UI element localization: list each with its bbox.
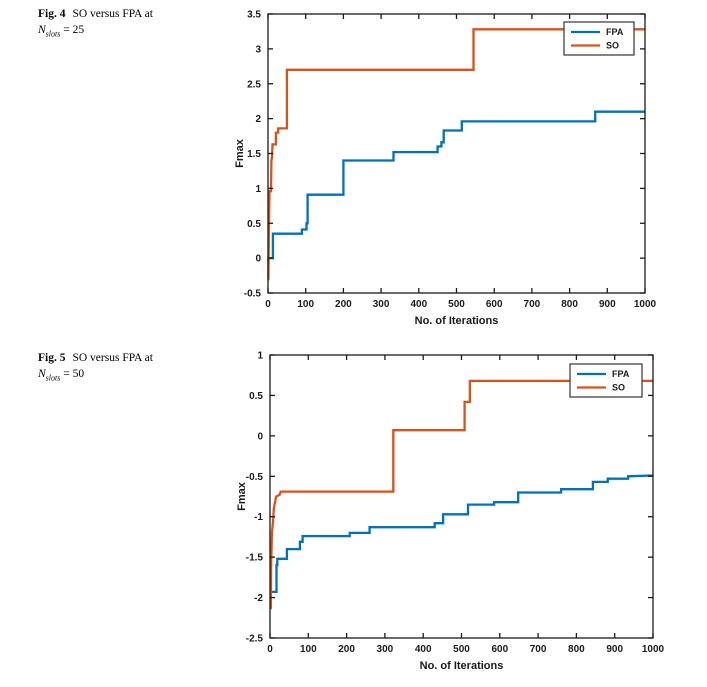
- x-tick-label: 1000: [634, 299, 657, 310]
- x-tick-label: 400: [415, 644, 432, 655]
- x-tick-label: 100: [297, 299, 314, 310]
- legend-fpa-label: FPA: [612, 369, 630, 379]
- x-tick-label: 700: [524, 299, 541, 310]
- y-tick-label: -0.5: [244, 289, 262, 300]
- y-axis-label: Fmax: [236, 481, 248, 511]
- y-tick-label: -1: [254, 512, 263, 523]
- y-tick-label: 3: [255, 44, 261, 55]
- y-tick-label: 3.5: [247, 10, 261, 21]
- legend-so-label: SO: [612, 383, 625, 393]
- fig5-caption-title: SO versus FPA at: [72, 352, 153, 364]
- y-tick-label: 0: [257, 431, 263, 442]
- series-so-line: [267, 28, 645, 281]
- y-tick-label: 1: [255, 184, 261, 195]
- y-tick-label: 1: [257, 351, 263, 362]
- x-tick-label: 900: [606, 644, 623, 655]
- legend-box: [569, 363, 643, 398]
- y-tick-label: 0.5: [247, 219, 261, 230]
- y-tick-label: 1.5: [247, 149, 261, 160]
- x-tick-label: 100: [300, 644, 317, 655]
- y-tick-label: 2: [255, 114, 261, 125]
- y-tick-label: 2.5: [247, 79, 261, 90]
- x-axis-label: No. of Iterations: [415, 315, 499, 327]
- x-tick-label: 500: [453, 644, 470, 655]
- x-tick-label: 400: [410, 299, 427, 310]
- y-tick-label: 0: [255, 254, 261, 265]
- y-axis-label: Fmax: [234, 138, 246, 168]
- x-tick-label: 1000: [642, 644, 665, 655]
- y-tick-label: -1.5: [246, 553, 264, 564]
- fig5-caption-label: Fig. 5: [38, 352, 66, 364]
- x-tick-label: 600: [486, 299, 503, 310]
- series-fpa-line: [270, 474, 654, 594]
- y-tick-label: -2: [254, 593, 263, 604]
- x-tick-label: 500: [448, 299, 465, 310]
- y-tick-label: -2.5: [246, 634, 264, 645]
- fig5-chart: 0 100 200 300 400 500 600 700 800 900 1000 -2.5 -2 -1…: [236, 351, 665, 673]
- x-tick-label: 200: [338, 644, 355, 655]
- fig4-caption-label: Fig. 4: [38, 8, 66, 20]
- x-tick-label: 300: [373, 299, 390, 310]
- x-tick-label: 300: [377, 644, 394, 655]
- x-tick-label: 900: [599, 299, 616, 310]
- x-tick-label: 800: [568, 644, 585, 655]
- x-tick-label: 200: [335, 299, 352, 310]
- series-so-line: [269, 379, 653, 610]
- legend-fpa-label: FPA: [606, 27, 624, 37]
- x-tick-label: 800: [561, 299, 578, 310]
- fig4-caption-variable: Nslots = 25: [38, 24, 85, 39]
- y-tick-label: 0.5: [249, 391, 263, 402]
- x-tick-label: 700: [530, 644, 547, 655]
- fig5-caption: Fig. 5 SO versus FPA at Nslots = 50: [38, 350, 228, 386]
- series-fpa-line: [267, 110, 645, 263]
- fig4-chart: 0 100 200 300 400 500 600 700 800 900 1000-0.500.5…: [234, 10, 657, 328]
- x-tick-label: 0: [267, 644, 273, 655]
- y-tick-label: -0.5: [246, 472, 264, 483]
- fig5-caption-variable: Nslots = 50: [38, 368, 85, 383]
- fig4-caption-title: SO versus FPA at: [72, 8, 153, 20]
- plot-box: [267, 13, 646, 294]
- x-tick-label: 600: [491, 644, 508, 655]
- x-axis-label: No. of Iterations: [420, 660, 504, 672]
- x-tick-label: 0: [265, 299, 271, 310]
- legend-so-label: SO: [606, 41, 619, 51]
- fig4-caption: Fig. 4 SO versus FPA at Nslots = 25: [38, 6, 228, 42]
- legend-box: [563, 21, 635, 56]
